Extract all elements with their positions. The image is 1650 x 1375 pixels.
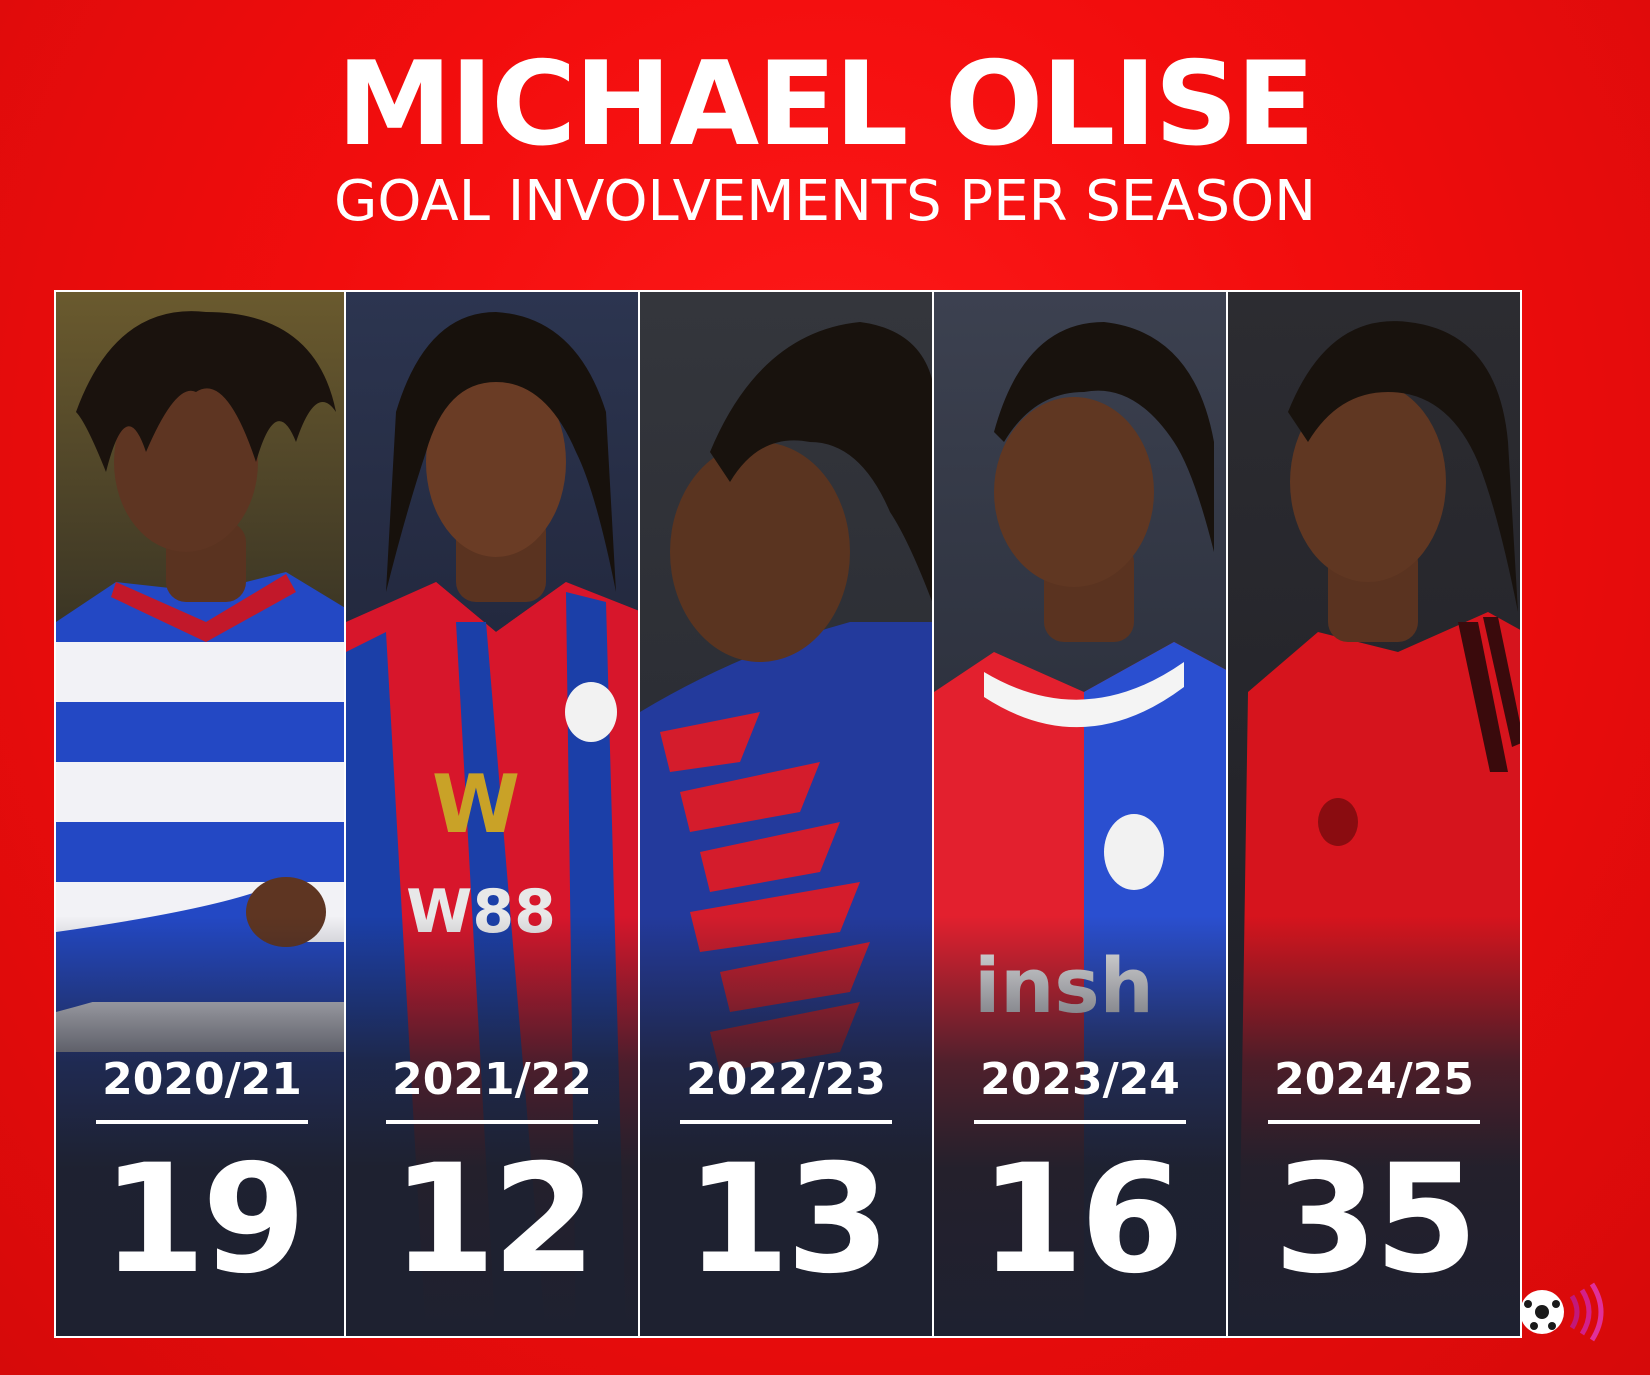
football-broadcast-icon <box>1520 1282 1604 1342</box>
page-subtitle: GOAL INVOLVEMENTS PER SEASON <box>333 169 1317 234</box>
season-panel-2023-24: insh 2023/24 16 <box>932 290 1228 1338</box>
season-panel-2020-21: 2020/21 19 <box>54 290 350 1338</box>
goal-involvements-value: 16 <box>979 1133 1185 1307</box>
season-label: 2024/25 <box>1274 1054 1474 1105</box>
season-underline <box>974 1120 1186 1124</box>
season-panels: 2020/21 19 W W88 2021/22 12 <box>54 290 1596 1342</box>
goal-involvements-value: 19 <box>101 1133 307 1307</box>
goal-involvements-value: 13 <box>685 1133 891 1307</box>
season-panel-2022-23: 2022/23 13 <box>638 290 934 1338</box>
season-panel-2024-25: 2024/25 35 <box>1226 290 1522 1338</box>
season-panel-2021-22: W W88 2021/22 12 <box>344 290 640 1338</box>
season-label: 2020/21 <box>102 1054 302 1105</box>
panel-shade <box>56 916 348 1336</box>
panel-shade <box>640 916 932 1336</box>
panel-shade <box>934 916 1226 1336</box>
panel-shade <box>1228 916 1520 1336</box>
season-underline <box>386 1120 598 1124</box>
season-label: 2022/23 <box>686 1054 886 1105</box>
season-label: 2021/22 <box>392 1054 592 1105</box>
goal-involvements-value: 35 <box>1273 1133 1479 1307</box>
page-title: MICHAEL OLISE <box>336 37 1316 172</box>
season-underline <box>1268 1120 1480 1124</box>
season-label: 2023/24 <box>980 1054 1180 1105</box>
season-underline <box>680 1120 892 1124</box>
svg-text:W: W <box>432 758 520 851</box>
goal-involvements-value: 12 <box>391 1133 597 1307</box>
panel-shade <box>346 916 638 1336</box>
season-underline <box>96 1120 308 1124</box>
header: MICHAEL OLISE GOAL INVOLVEMENTS PER SEAS… <box>0 40 1650 234</box>
